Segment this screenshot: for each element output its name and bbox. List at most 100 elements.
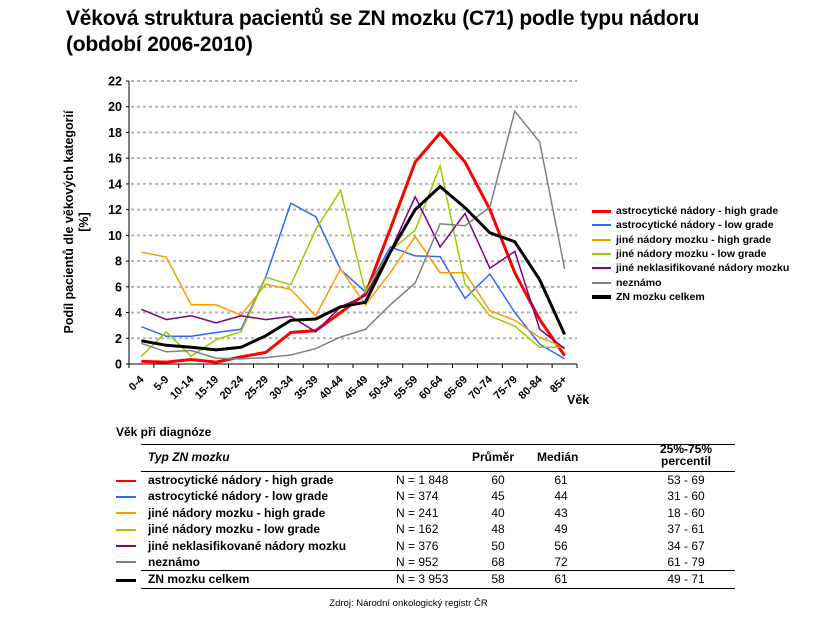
line-chart: 0 2 4 6 8 10 12 14 16 18 20 22 0-4 5-910-1415-1920-24… xyxy=(62,75,589,408)
row-name: jiné nádory mozku - high grade xyxy=(148,505,326,520)
row-percentile: 53 - 69 xyxy=(667,473,705,487)
series-line xyxy=(141,184,566,352)
row-median: 72 xyxy=(554,554,568,569)
row-median: 44 xyxy=(554,489,568,504)
x-tick-label: 35-39 xyxy=(292,374,320,402)
legend-label: jiné neklasifikované nádory mozku xyxy=(616,262,790,275)
row-mean: 40 xyxy=(491,505,505,520)
row-mean: 68 xyxy=(491,554,505,569)
legend-label: astrocytické nádory - low grade xyxy=(616,219,774,232)
x-tick-label: 80-84 xyxy=(516,373,545,402)
x-tick-label: 10-14 xyxy=(168,373,197,402)
header-median: Medián xyxy=(537,450,579,464)
header-percentile: 25%-75% percentil xyxy=(646,443,726,467)
legend-line-swatch xyxy=(116,561,136,564)
y-tick-label: 16 xyxy=(108,152,122,166)
row-mean: 48 xyxy=(491,522,505,537)
series-line xyxy=(140,163,565,358)
legend-line-swatch xyxy=(116,495,136,498)
row-n: N = 376 xyxy=(396,538,439,553)
header-percentile-line-2: percentil xyxy=(660,454,711,468)
x-tick-label: 60-64 xyxy=(417,373,446,402)
table-row: neznámo N = 952 68 72 61 - 79 xyxy=(116,554,735,570)
row-percentile: 34 - 67 xyxy=(667,538,705,553)
row-median: 49 xyxy=(554,522,568,537)
row-mean: 58 xyxy=(491,572,505,587)
chart-legend: astrocytické nádory - high grade astrocyt… xyxy=(592,204,789,304)
row-median: 61 xyxy=(554,473,568,487)
row-n: N = 162 xyxy=(396,522,439,537)
y-tick-label: 14 xyxy=(108,177,122,191)
row-percentile: 49 - 71 xyxy=(667,572,705,587)
x-tick-label: 45-49 xyxy=(342,374,370,402)
row-name: neznámo xyxy=(148,554,201,569)
row-name: jiné neklasifikované nádory mozku xyxy=(148,538,347,553)
legend-item: ZN mozku celkem xyxy=(592,290,789,304)
row-median: 43 xyxy=(554,505,568,520)
x-axis-label: Věk xyxy=(567,393,589,407)
legend-item: astrocytické nádory - low grade xyxy=(592,218,789,232)
legend-label: ZN mozku celkem xyxy=(616,290,705,303)
series-line xyxy=(141,130,566,364)
y-axis-label-unit: [%] xyxy=(77,212,91,231)
legend-swatch xyxy=(592,253,611,256)
table-row: jiné neklasifikované nádory mozku N = 376… xyxy=(116,538,735,554)
row-name: jiné nádory mozku - low grade xyxy=(148,522,321,537)
row-n: N = 1 848 xyxy=(396,473,449,487)
summary-table: Typ ZN mozku Průměr Medián 25%-75% perce… xyxy=(116,443,735,590)
y-tick-label: 12 xyxy=(108,203,122,217)
legend-label: neznámo xyxy=(616,276,662,289)
y-tick-label: 0 xyxy=(115,358,122,372)
chart-title: Věková struktura pacientů se ZN mozku (C… xyxy=(66,6,699,58)
row-percentile: 18 - 60 xyxy=(667,505,705,520)
header-mean: Průměr xyxy=(472,450,515,464)
y-tick-label: 22 xyxy=(108,75,122,89)
y-axis-label: Podíl pacientů dle věkových kategorií xyxy=(62,110,76,334)
row-median: 56 xyxy=(554,538,568,553)
row-percentile: 61 - 79 xyxy=(667,554,705,569)
x-tick-label: 30-34 xyxy=(268,373,297,402)
header-percentile-line-1: 25%-75% xyxy=(659,442,713,456)
series-line xyxy=(141,202,565,360)
y-tick-label: 20 xyxy=(108,100,122,114)
y-tick-label: 8 xyxy=(115,255,122,269)
source-note: Zdroj: Národní onkologický registr ČR xyxy=(329,598,488,609)
table-row: jiné nádory mozku - low grade N = 162 48 49… xyxy=(116,521,735,537)
legend-line-swatch xyxy=(116,578,136,582)
x-tick-label: 65-69 xyxy=(442,374,470,402)
legend-label: jiné nádory mozku - low grade xyxy=(616,248,767,261)
x-tick-label: 25-29 xyxy=(243,374,271,402)
legend-swatch xyxy=(592,224,611,227)
header-type: Typ ZN mozku xyxy=(148,450,230,464)
row-name: astrocytické nádory - high grade xyxy=(148,473,334,487)
x-tick-label: 15-19 xyxy=(193,374,221,402)
table-caption: Věk při diagnóze xyxy=(116,425,212,439)
table-body: astrocytické nádory - high grade N = 1 84… xyxy=(116,472,735,570)
legend-line-swatch xyxy=(116,545,136,548)
row-name: astrocytické nádory - low grade xyxy=(148,489,329,504)
row-percentile: 37 - 61 xyxy=(667,522,705,537)
row-n: N = 3 953 xyxy=(396,572,449,587)
x-tick-label: 55-59 xyxy=(392,374,420,402)
table-row: jiné nádory mozku - high grade N = 241 40 4… xyxy=(116,505,735,521)
table-header: Typ ZN mozku Průměr Medián 25%-75% perce… xyxy=(141,443,735,472)
legend-item: jiné nádory mozku - low grade xyxy=(592,247,789,261)
row-median: 61 xyxy=(554,572,568,587)
series-line xyxy=(141,109,566,360)
row-mean: 50 xyxy=(491,538,505,553)
x-tick-label: 50-54 xyxy=(367,373,396,402)
x-tick-label: 75-79 xyxy=(492,374,520,402)
legend-item: jiné nádory mozku - high grade xyxy=(592,233,789,247)
row-mean: 60 xyxy=(491,473,505,487)
legend-item: astrocytické nádory - high grade xyxy=(592,204,789,218)
x-tick-label: 0-4 xyxy=(127,373,147,393)
legend-item: neznámo xyxy=(592,275,789,289)
legend-swatch xyxy=(592,294,611,299)
legend-label: jiné nádory mozku - high grade xyxy=(616,233,772,246)
x-tick-label: 40-44 xyxy=(317,373,346,402)
x-tick-label: 70-74 xyxy=(467,373,496,402)
series-line xyxy=(141,195,566,350)
x-tick-label: 5-9 xyxy=(152,374,172,394)
y-tick-label: 2 xyxy=(115,332,122,346)
legend-label: astrocytické nádory - high grade xyxy=(616,205,779,218)
